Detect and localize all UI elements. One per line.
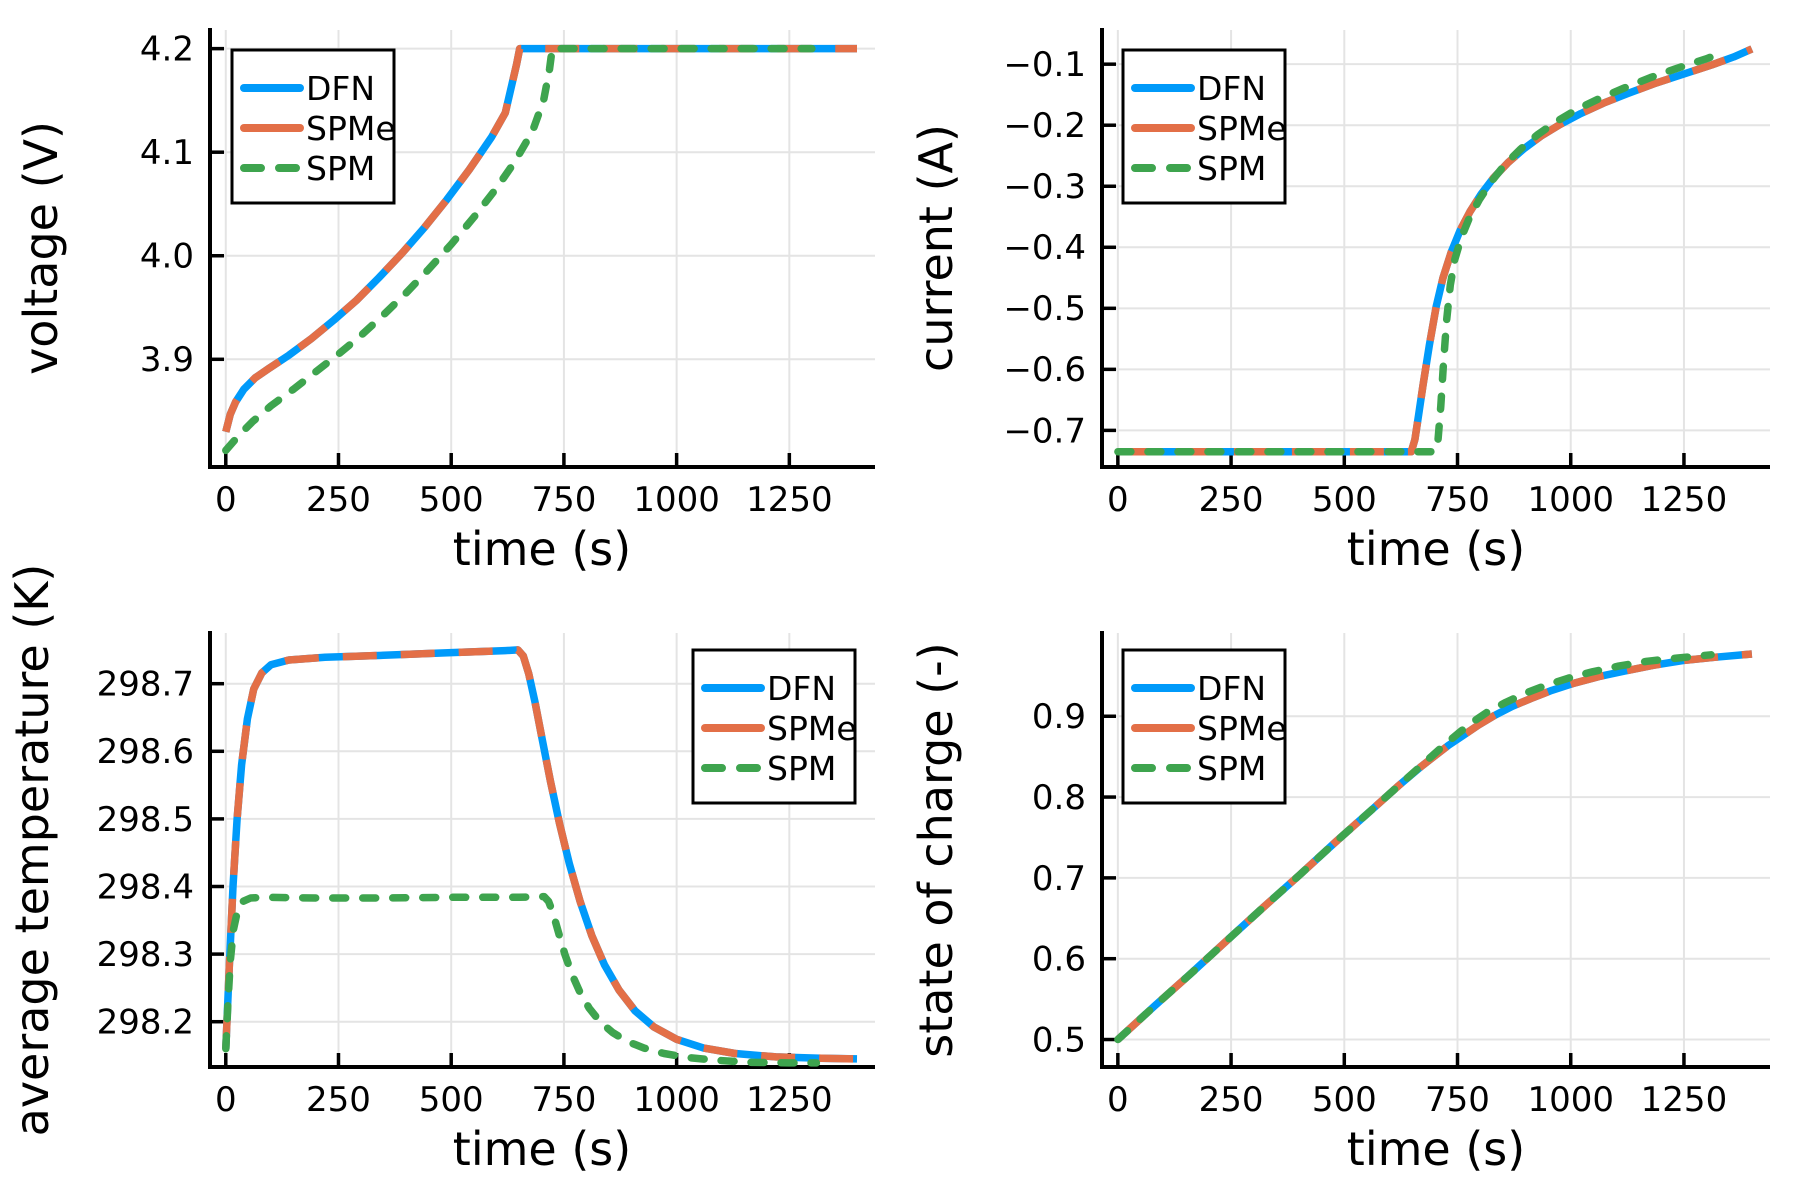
soc-x-axis-label: time (s)	[1347, 1122, 1525, 1176]
legend-label-spm: SPM	[1197, 749, 1266, 788]
x-tick-label: 500	[419, 1080, 484, 1120]
x-tick-label: 750	[531, 1080, 596, 1120]
x-tick-label: 500	[1312, 1080, 1377, 1120]
x-tick-label: 1000	[1527, 1080, 1614, 1120]
current-y-axis-label: current (A)	[909, 124, 963, 372]
temperature-plot: 0 250 500 750 1000 1250 298.2 298.3 298.4 298.5 29…	[97, 631, 875, 1120]
y-tick-label: 4.0	[140, 237, 194, 277]
y-tick-label: 0.6	[1032, 940, 1086, 980]
y-tick-label: 0.5	[1032, 1020, 1086, 1060]
y-tick-label: −0.4	[1003, 228, 1086, 268]
y-tick-label: 298.2	[97, 1003, 194, 1043]
series-line-spm	[222, 44, 816, 455]
y-tick-label: −0.6	[1003, 350, 1086, 390]
legend-label-dfn: DFN	[1197, 669, 1266, 708]
legend-label-spm: SPM	[1197, 149, 1266, 188]
current-plot: 0 250 500 750 1000 1250 −0.1 −0.2 −0.3 −0.4 −0.5 −0…	[1003, 28, 1770, 520]
x-tick-label: 1000	[633, 1080, 720, 1120]
legend-label-spme: SPMe	[1197, 709, 1287, 748]
y-tick-label: 0.8	[1032, 778, 1086, 818]
y-tick-label: 4.2	[140, 30, 194, 70]
x-tick-label: 250	[1199, 480, 1264, 520]
y-tick-label: −0.5	[1003, 289, 1086, 329]
x-tick-label: 1250	[1641, 1080, 1728, 1120]
x-tick-label: 250	[306, 480, 371, 520]
y-tick-label: −0.1	[1003, 45, 1086, 85]
y-tick-label: −0.7	[1003, 411, 1086, 451]
y-tick-label: 298.6	[97, 732, 194, 772]
x-tick-label: 1250	[1641, 480, 1728, 520]
x-tick-label: 500	[419, 480, 484, 520]
y-tick-label: 4.1	[140, 133, 194, 173]
y-tick-label: 3.9	[140, 340, 194, 380]
x-tick-label: 750	[1425, 1080, 1490, 1120]
legend-label-dfn: DFN	[767, 669, 836, 708]
y-tick-label: 298.3	[97, 935, 194, 975]
x-tick-label: 1000	[633, 480, 720, 520]
x-tick-label: 1250	[746, 1080, 833, 1120]
legend-label-spm: SPM	[767, 749, 836, 788]
soc-plot: 0 250 500 750 1000 1250 0.5 0.6 0.7 0.8 0.9 DFNSPMe…	[1032, 631, 1770, 1120]
legend-label-spme: SPMe	[1197, 109, 1287, 148]
x-tick-label: 1000	[1527, 480, 1614, 520]
legend-label-spme: SPMe	[767, 709, 857, 748]
temperature-x-axis-label: time (s)	[453, 1122, 631, 1176]
series-line-spme	[222, 44, 857, 433]
series-line-spme	[222, 646, 858, 1063]
x-tick-label: 750	[531, 480, 596, 520]
x-tick-label: 0	[215, 480, 237, 520]
series-line-spm	[1114, 651, 1715, 1044]
y-tick-label: −0.2	[1003, 106, 1086, 146]
current-x-axis-label: time (s)	[1347, 522, 1525, 576]
y-tick-label: 0.9	[1032, 697, 1086, 737]
x-tick-label: 0	[1107, 480, 1129, 520]
series-line-spm	[222, 892, 821, 1067]
x-tick-label: 250	[306, 1080, 371, 1120]
x-tick-label: 0	[215, 1080, 237, 1120]
x-tick-label: 1250	[746, 480, 833, 520]
y-tick-label: 298.7	[97, 665, 194, 705]
x-tick-label: 250	[1199, 1080, 1264, 1120]
temperature-y-axis-label: average temperature (K)	[5, 564, 59, 1137]
voltage-x-axis-label: time (s)	[453, 522, 631, 576]
x-tick-label: 500	[1312, 480, 1377, 520]
y-tick-label: 298.4	[97, 867, 194, 907]
soc-y-axis-label: state of charge (-)	[909, 642, 963, 1057]
y-tick-label: 0.7	[1032, 859, 1086, 899]
x-tick-label: 750	[1425, 480, 1490, 520]
y-tick-label: −0.3	[1003, 167, 1086, 207]
legend-label-spm: SPM	[306, 149, 375, 188]
x-tick-label: 0	[1107, 1080, 1129, 1120]
y-tick-label: 298.5	[97, 800, 194, 840]
legend-label-dfn: DFN	[1197, 69, 1266, 108]
series-line-spm	[1114, 53, 1715, 456]
legend-label-spme: SPMe	[306, 109, 396, 148]
legend-label-dfn: DFN	[306, 69, 375, 108]
voltage-y-axis-label: voltage (V)	[14, 121, 68, 375]
